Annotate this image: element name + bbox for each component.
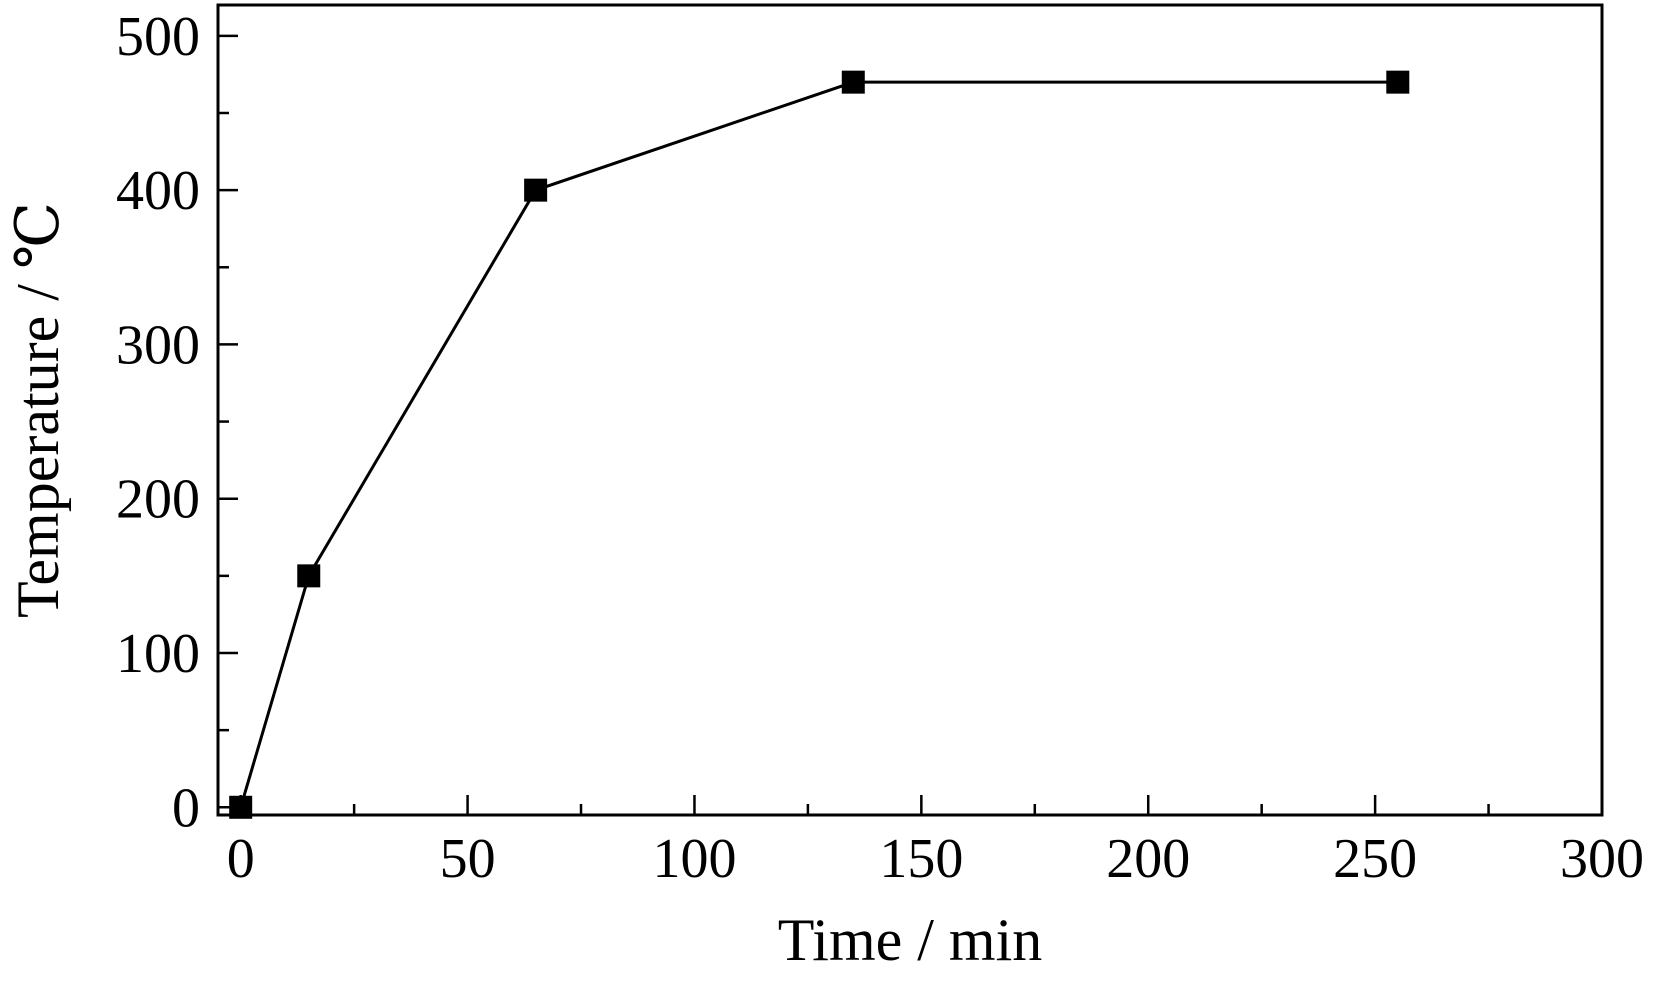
data-point-marker	[1386, 70, 1410, 94]
x-tick-label: 150	[879, 828, 963, 890]
y-tick-label: 500	[116, 6, 200, 68]
y-tick-label: 200	[116, 469, 200, 531]
data-point-marker	[297, 564, 321, 588]
y-tick-label: 400	[116, 160, 200, 222]
series-markers	[229, 70, 1410, 819]
y-tick-label: 300	[116, 314, 200, 376]
x-tick-label: 200	[1106, 828, 1190, 890]
series-line	[239, 80, 1398, 808]
y-tick-label: 0	[172, 777, 200, 839]
data-point-marker	[841, 70, 865, 94]
data-point-marker	[229, 795, 253, 819]
ticks-layer: 0 50 100 150 200 250 300 0 100 200 300 400 500	[116, 6, 1644, 890]
x-axis-title: Time / min	[778, 907, 1043, 973]
x-tick-label: 250	[1333, 828, 1417, 890]
x-tick-label: 0	[227, 828, 255, 890]
data-point-marker	[524, 178, 548, 202]
x-tick-label: 300	[1560, 828, 1644, 890]
x-tick-label: 100	[652, 828, 736, 890]
series-lines	[239, 80, 1398, 808]
y-tick-label: 100	[116, 623, 200, 685]
y-axis-title: Temperature / ℃	[5, 202, 71, 618]
x-tick-label: 50	[440, 828, 496, 890]
plot-frame	[216, 3, 1604, 817]
